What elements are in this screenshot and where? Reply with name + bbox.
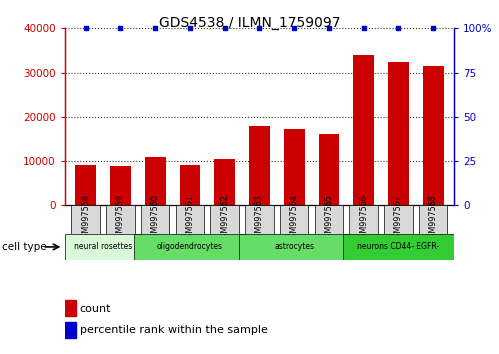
Point bbox=[325, 25, 333, 31]
Text: GSM997558: GSM997558 bbox=[81, 194, 90, 243]
Bar bbox=[65, 300, 76, 316]
Text: GSM997566: GSM997566 bbox=[359, 195, 368, 243]
Point bbox=[395, 25, 403, 31]
Bar bbox=[180, 166, 201, 205]
Point bbox=[360, 25, 368, 31]
Text: GSM997565: GSM997565 bbox=[324, 194, 333, 243]
FancyBboxPatch shape bbox=[134, 234, 246, 260]
Point bbox=[116, 25, 124, 31]
Bar bbox=[423, 66, 444, 205]
Point bbox=[82, 25, 90, 31]
Point bbox=[151, 25, 159, 31]
FancyBboxPatch shape bbox=[239, 234, 350, 260]
Text: count: count bbox=[80, 304, 111, 314]
FancyBboxPatch shape bbox=[176, 205, 204, 234]
Bar bbox=[65, 321, 76, 338]
Point bbox=[290, 25, 298, 31]
FancyBboxPatch shape bbox=[65, 234, 141, 260]
Bar bbox=[145, 156, 166, 205]
FancyBboxPatch shape bbox=[71, 205, 100, 234]
FancyBboxPatch shape bbox=[211, 205, 239, 234]
Text: GSM997561: GSM997561 bbox=[186, 195, 195, 243]
Bar bbox=[353, 55, 374, 205]
Text: GSM997560: GSM997560 bbox=[151, 195, 160, 243]
Point bbox=[429, 25, 437, 31]
Text: GSM997567: GSM997567 bbox=[394, 194, 403, 243]
Point bbox=[186, 25, 194, 31]
FancyBboxPatch shape bbox=[280, 205, 308, 234]
Text: GSM997564: GSM997564 bbox=[290, 195, 299, 243]
Text: GSM997562: GSM997562 bbox=[220, 194, 229, 243]
Bar bbox=[318, 134, 339, 205]
Text: GSM997568: GSM997568 bbox=[429, 195, 438, 243]
Bar bbox=[110, 166, 131, 205]
Text: oligodendrocytes: oligodendrocytes bbox=[157, 242, 223, 251]
Text: neurons CD44- EGFR-: neurons CD44- EGFR- bbox=[357, 242, 440, 251]
FancyBboxPatch shape bbox=[106, 205, 135, 234]
Bar bbox=[75, 165, 96, 205]
Bar bbox=[388, 62, 409, 205]
Text: neural rosettes: neural rosettes bbox=[74, 242, 132, 251]
Text: cell type: cell type bbox=[2, 242, 47, 252]
FancyBboxPatch shape bbox=[384, 205, 413, 234]
FancyBboxPatch shape bbox=[419, 205, 448, 234]
Text: percentile rank within the sample: percentile rank within the sample bbox=[80, 325, 268, 336]
Text: astrocytes: astrocytes bbox=[274, 242, 314, 251]
Bar bbox=[284, 129, 305, 205]
Text: GSM997563: GSM997563 bbox=[255, 195, 264, 243]
FancyBboxPatch shape bbox=[349, 205, 378, 234]
Point bbox=[221, 25, 229, 31]
Text: GDS4538 / ILMN_1759097: GDS4538 / ILMN_1759097 bbox=[159, 16, 340, 30]
FancyBboxPatch shape bbox=[343, 234, 454, 260]
FancyBboxPatch shape bbox=[245, 205, 274, 234]
Bar bbox=[249, 126, 270, 205]
FancyBboxPatch shape bbox=[315, 205, 343, 234]
Point bbox=[255, 25, 263, 31]
Text: GSM997559: GSM997559 bbox=[116, 194, 125, 244]
Bar bbox=[214, 159, 235, 205]
FancyBboxPatch shape bbox=[141, 205, 170, 234]
